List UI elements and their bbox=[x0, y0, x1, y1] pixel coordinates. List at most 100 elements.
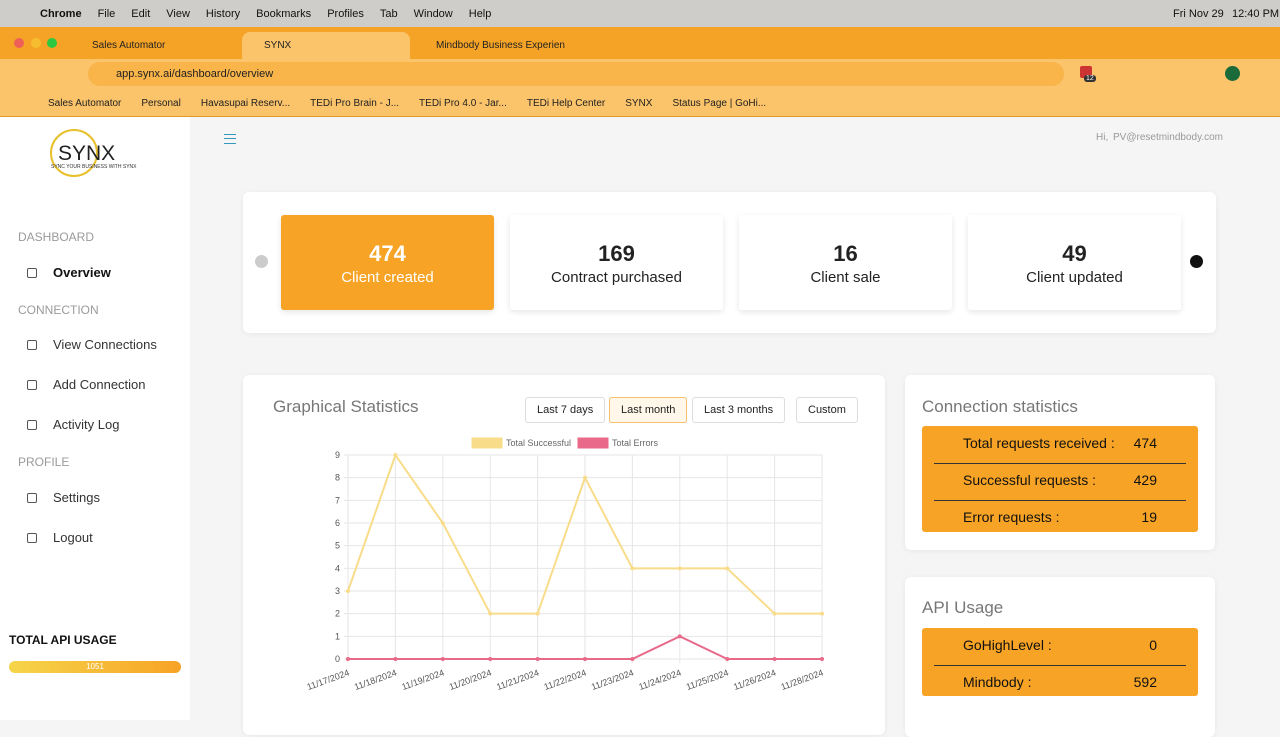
nav-icon bbox=[27, 493, 37, 503]
extension-badge: 12 bbox=[1084, 75, 1096, 82]
bookmark[interactable]: TEDi Pro 4.0 - Jar... bbox=[419, 97, 507, 109]
api-usage-bar: 1051 bbox=[9, 661, 181, 673]
range-button[interactable]: Last month bbox=[609, 397, 688, 423]
range-button[interactable]: Custom bbox=[796, 397, 858, 423]
connection-box: Total requests received : 474 Successful r… bbox=[922, 426, 1198, 532]
close-window[interactable] bbox=[14, 38, 24, 48]
menu-item[interactable]: Edit bbox=[131, 7, 151, 20]
menu-item[interactable]: Tab bbox=[379, 7, 398, 20]
x-tick-label: 11/22/2024 bbox=[543, 667, 588, 692]
menu-item[interactable]: Help bbox=[468, 7, 492, 20]
tab[interactable]: Sales Automator bbox=[92, 40, 166, 51]
menu-item[interactable]: View bbox=[166, 7, 190, 20]
data-point bbox=[393, 453, 398, 457]
data-point bbox=[393, 657, 398, 661]
data-point bbox=[488, 657, 493, 661]
bookmark[interactable]: TEDi Help Center bbox=[526, 97, 606, 109]
y-tick-label: 5 bbox=[335, 541, 340, 551]
stat-value: 474 bbox=[369, 241, 406, 266]
chart: 0 1 2 3 4 5 6 7 8 9 11/17/2024 11/18/2024 11/19/2024… bbox=[306, 437, 825, 692]
prev-button[interactable] bbox=[255, 255, 268, 268]
nav-item[interactable]: Activity Log bbox=[53, 417, 120, 432]
data-point bbox=[583, 475, 587, 480]
nav-icon bbox=[27, 533, 37, 543]
menu-item[interactable]: History bbox=[205, 7, 241, 20]
bookmark[interactable]: TEDi Pro Brain - J... bbox=[310, 97, 400, 109]
menu-bar: Chrome File Edit View History Bookmarks Profil… bbox=[0, 0, 1280, 27]
stat-card[interactable]: 16 Client sale bbox=[739, 215, 952, 310]
nav-icon bbox=[27, 268, 37, 278]
nav-item[interactable]: View Connections bbox=[53, 337, 157, 352]
stat-label: Client created bbox=[341, 269, 434, 286]
x-tick-label: 11/26/2024 bbox=[732, 667, 777, 692]
y-tick-label: 9 bbox=[335, 450, 340, 460]
data-point bbox=[346, 657, 350, 661]
data-point bbox=[630, 566, 635, 571]
nav-item[interactable]: Add Connection bbox=[53, 377, 146, 392]
stat-row: GoHighLevel : 0 bbox=[934, 628, 1186, 666]
bookmark[interactable]: Sales Automator bbox=[48, 97, 122, 109]
connection-title: Connection statistics bbox=[922, 397, 1078, 416]
x-tick-label: 11/17/2024 bbox=[306, 667, 351, 692]
greeting: Hi, bbox=[1096, 132, 1109, 143]
y-tick-label: 7 bbox=[335, 495, 340, 505]
bookmark[interactable]: Personal bbox=[141, 97, 181, 109]
data-point bbox=[488, 611, 493, 616]
stat-value: 169 bbox=[598, 241, 635, 266]
nav-icon bbox=[27, 380, 37, 390]
y-tick-label: 6 bbox=[335, 518, 340, 528]
api-usage-value: 1051 bbox=[86, 662, 104, 671]
stat-card[interactable]: 49 Client updated bbox=[968, 215, 1181, 310]
x-tick-label: 11/21/2024 bbox=[495, 667, 540, 692]
section-title: CONNECTION bbox=[18, 303, 99, 317]
y-tick-label: 0 bbox=[335, 654, 340, 664]
nav-item[interactable]: Settings bbox=[53, 490, 100, 505]
stat-label: Contract purchased bbox=[551, 269, 682, 286]
y-tick-label: 8 bbox=[335, 473, 340, 483]
stat-row: Total requests received : 474 bbox=[934, 426, 1186, 464]
x-tick-label: 11/20/2024 bbox=[448, 667, 493, 692]
menu-item[interactable]: Profiles bbox=[327, 7, 364, 20]
minimize-window[interactable] bbox=[31, 38, 41, 48]
y-tick-label: 1 bbox=[335, 631, 340, 641]
chart-panel-title: Graphical Statistics bbox=[273, 397, 419, 416]
user-menu[interactable]: PV@resetmindbody.com bbox=[1113, 132, 1224, 143]
data-point bbox=[535, 611, 540, 616]
bookmark[interactable]: SYNX bbox=[625, 97, 653, 109]
stat-card[interactable]: 474 Client created bbox=[281, 215, 494, 310]
range-button[interactable]: Last 3 months bbox=[692, 397, 786, 423]
stat-row: Successful requests : 429 bbox=[934, 463, 1186, 501]
stat-label: Client updated bbox=[1026, 269, 1123, 286]
stat-row: Mindbody : 592 bbox=[934, 665, 1186, 702]
menu-item[interactable]: Window bbox=[413, 7, 453, 20]
chart-panel bbox=[243, 375, 885, 735]
address-bar[interactable]: app.synx.ai/dashboard/overview bbox=[88, 62, 1064, 86]
row-label: Successful requests : bbox=[963, 472, 1097, 488]
data-point bbox=[346, 589, 350, 593]
range-button[interactable]: Last 7 days bbox=[525, 397, 606, 423]
section-title: PROFILE bbox=[18, 455, 70, 469]
date: Fri Nov 29 bbox=[1173, 8, 1224, 20]
nav-icon bbox=[27, 420, 37, 430]
menu-item[interactable]: Bookmarks bbox=[256, 7, 312, 20]
nav-item[interactable]: Logout bbox=[53, 530, 93, 545]
stat-card[interactable]: 169 Contract purchased bbox=[510, 215, 723, 310]
menu-toggle[interactable] bbox=[224, 134, 236, 144]
nav-item[interactable]: Overview bbox=[53, 265, 111, 280]
menu-item[interactable]: File bbox=[97, 7, 116, 20]
tab[interactable]: SYNX bbox=[242, 32, 410, 59]
menu-item[interactable]: Chrome bbox=[40, 7, 82, 20]
row-value: 19 bbox=[1141, 509, 1157, 525]
next-button[interactable] bbox=[1190, 255, 1203, 268]
legend-label: Total Errors bbox=[612, 438, 659, 448]
bookmark[interactable]: Havasupai Reserv... bbox=[200, 97, 291, 109]
bookmark[interactable]: Status Page | GoHi... bbox=[672, 97, 767, 109]
data-point bbox=[725, 566, 730, 571]
profile-avatar[interactable] bbox=[1225, 66, 1240, 81]
tab[interactable]: Mindbody Business Experien bbox=[436, 40, 565, 51]
stat-value: 49 bbox=[1062, 241, 1087, 266]
data-point bbox=[677, 566, 682, 571]
time: 12:40 PM bbox=[1232, 8, 1280, 20]
maximize-window[interactable] bbox=[47, 38, 57, 48]
logo: SYNX bbox=[58, 142, 116, 165]
